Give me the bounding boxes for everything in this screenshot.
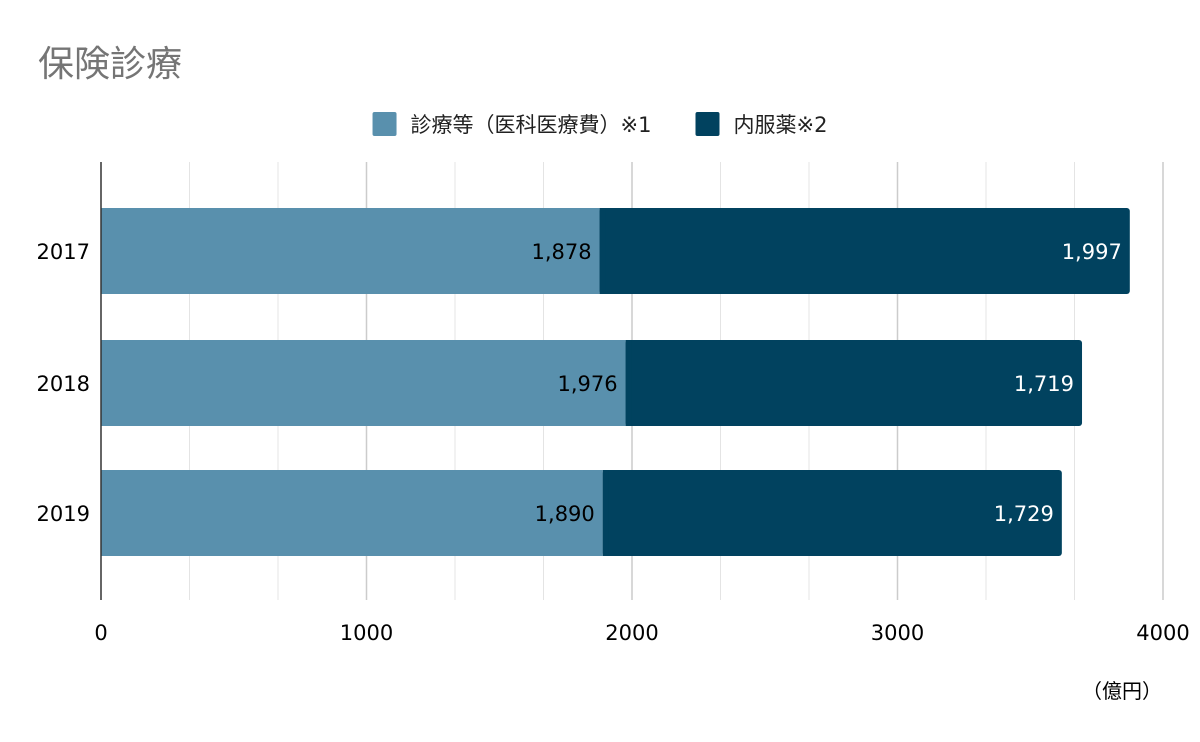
x-tick-label: 3000	[871, 621, 924, 645]
category-label: 2017	[37, 240, 90, 264]
legend-item: 診療等（医科医療費）※1	[372, 112, 652, 137]
x-tick-label: 2000	[605, 621, 658, 645]
bar-segment	[101, 208, 600, 294]
unit-label: （億円）	[1082, 679, 1162, 703]
legend-item: 内服薬※2	[695, 112, 828, 137]
category-labels: 2017 2018 2019	[37, 240, 90, 526]
data-label: 1,890	[535, 502, 595, 526]
bar-segment	[599, 208, 1130, 294]
bar-segment	[101, 340, 626, 426]
bar-segment-join	[625, 340, 632, 426]
legend-label: 内服薬※2	[734, 113, 828, 137]
x-tick-label: 1000	[340, 621, 393, 645]
data-label: 1,719	[1014, 372, 1074, 396]
legend-swatch	[695, 112, 720, 136]
data-label: 1,976	[558, 372, 618, 396]
data-label: 1,878	[531, 240, 591, 264]
chart-title: 保険診療	[38, 44, 182, 85]
legend-swatch	[372, 112, 397, 136]
x-axis-ticks: 0 1000 2000 3000 4000	[94, 621, 1189, 645]
x-tick-label: 4000	[1136, 621, 1189, 645]
data-label: 1,729	[994, 502, 1054, 526]
bar-segment-join	[602, 470, 609, 556]
legend-label: 診療等（医科医療費）※1	[411, 113, 652, 137]
bar-segment	[602, 470, 1062, 556]
bars: 1,878 1,997 1,976 1,719 1,890 1,729	[101, 208, 1130, 556]
legend: 診療等（医科医療費）※1 内服薬※2	[372, 112, 828, 137]
category-label: 2019	[37, 502, 90, 526]
x-tick-label: 0	[94, 621, 107, 645]
bar-segment-join	[599, 208, 606, 294]
data-label: 1,997	[1062, 240, 1122, 264]
category-label: 2018	[37, 372, 90, 396]
bar-segment	[625, 340, 1083, 426]
bar-segment	[101, 470, 603, 556]
